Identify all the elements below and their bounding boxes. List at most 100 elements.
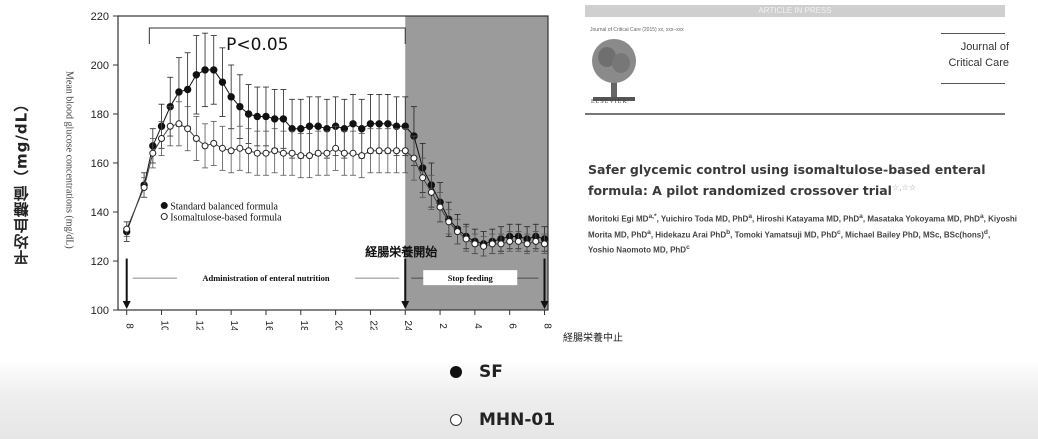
significance-label: P<0.05 bbox=[226, 35, 288, 55]
x-tick-label: 14 bbox=[228, 320, 239, 330]
data-point-isomaltulose bbox=[297, 152, 305, 160]
data-point-isomaltulose bbox=[279, 149, 287, 157]
data-point-isomaltulose bbox=[218, 144, 226, 152]
author-sup: a,* bbox=[648, 213, 657, 220]
paper-title: Safer glycemic control using isomaltulos… bbox=[588, 161, 1018, 200]
data-point-isomaltulose bbox=[384, 147, 392, 155]
data-point-standard bbox=[375, 120, 383, 128]
data-point-standard bbox=[236, 102, 244, 111]
data-point-standard bbox=[366, 120, 375, 128]
author-sup: a bbox=[859, 213, 863, 220]
paper-rule bbox=[585, 113, 1005, 115]
phase-arrow-head bbox=[540, 301, 549, 309]
journal-rule-bottom bbox=[941, 83, 1005, 84]
author-text: , Tomoki Yamatsuji MD, PhD bbox=[730, 230, 838, 240]
data-point-isomaltulose bbox=[436, 203, 444, 211]
y-tick-label: 140 bbox=[91, 207, 109, 219]
data-point-isomaltulose bbox=[410, 154, 418, 162]
x-tick-label: 18 bbox=[298, 320, 309, 330]
data-point-isomaltulose bbox=[166, 122, 174, 130]
paper-thumbnail: ARTICLE IN PRESS Journal of Critical Car… bbox=[585, 5, 1025, 280]
x-tick-label: 12 bbox=[193, 320, 204, 330]
phase-label-admin: Administration of enteral nutrition bbox=[202, 273, 330, 283]
data-point-isomaltulose bbox=[453, 228, 461, 236]
x-tick-label: 16 bbox=[263, 320, 274, 330]
data-point-standard bbox=[192, 71, 201, 79]
data-point-isomaltulose bbox=[506, 237, 514, 245]
author-sup: a bbox=[748, 213, 753, 220]
paper-title-marks: ☆,☆☆ bbox=[891, 183, 917, 192]
data-point-standard bbox=[175, 88, 183, 96]
author-text: , Michael Bailey PhD, MSc, BSc(hons) bbox=[840, 230, 984, 240]
x-tick-label: 6 bbox=[507, 323, 518, 329]
data-point-standard bbox=[210, 66, 218, 74]
data-point-isomaltulose bbox=[140, 184, 148, 191]
significance-bracket bbox=[148, 27, 406, 44]
data-point-isomaltulose bbox=[541, 240, 549, 248]
legend-sf: SF bbox=[450, 362, 503, 382]
legend-mhn-label: MHN-01 bbox=[479, 410, 556, 430]
publisher-name: ELSEVIER bbox=[591, 99, 628, 105]
stop-feeding-region bbox=[405, 16, 548, 310]
legend-marker-isomaltulose bbox=[160, 213, 168, 221]
data-point-isomaltulose bbox=[488, 240, 496, 248]
open-circle-icon bbox=[450, 414, 462, 426]
data-point-standard bbox=[314, 122, 322, 130]
data-point-isomaltulose bbox=[419, 174, 427, 182]
x-axis-annotation-japanese: 経腸栄養中止 bbox=[563, 333, 623, 344]
author-sup: c bbox=[837, 228, 841, 236]
data-point-isomaltulose bbox=[480, 242, 488, 250]
phase-label-stop: Stop feeding bbox=[448, 273, 494, 283]
y-tick-label: 160 bbox=[91, 158, 109, 170]
author-text: , Kiyoshi Morita MD, PhD bbox=[588, 214, 1018, 240]
data-point-isomaltulose bbox=[227, 147, 235, 155]
x-tick-label: 8 bbox=[124, 323, 135, 329]
journal-rule-top bbox=[941, 33, 1005, 34]
data-point-isomaltulose bbox=[271, 147, 279, 155]
data-point-isomaltulose bbox=[323, 149, 331, 157]
author-text: , Yuichiro Toda MD, PhD bbox=[656, 214, 749, 224]
author-text: , Yoshio Naomoto MD, PhD bbox=[588, 230, 991, 255]
paper-title-text: Safer glycemic control using isomaltulos… bbox=[588, 162, 986, 199]
data-point-isomaltulose bbox=[201, 142, 209, 150]
y-tick-label: 120 bbox=[91, 256, 109, 268]
y-tick-label: 220 bbox=[91, 11, 109, 23]
data-point-isomaltulose bbox=[210, 139, 218, 147]
data-point-standard bbox=[349, 120, 357, 128]
paper-authors: Moritoki Egi MDa,*, Yuichiro Toda MD, Ph… bbox=[588, 210, 1018, 257]
phase-arrow-head bbox=[122, 301, 131, 309]
legend-text-standard: Standard balanced formula bbox=[170, 202, 278, 213]
data-point-isomaltulose bbox=[305, 152, 313, 160]
legend-text-isomaltulose: Isomaltulose-based formula bbox=[170, 213, 282, 224]
author-text: , Hidekazu Arai PhD bbox=[650, 230, 727, 240]
y-tick-label: 100 bbox=[91, 305, 109, 317]
paper-header-bar: ARTICLE IN PRESS bbox=[585, 5, 1005, 17]
author-sup: b bbox=[726, 228, 731, 236]
data-point-standard bbox=[279, 115, 288, 123]
y-axis-label-english: Mean blood glucose concentrations (mg/dL… bbox=[63, 71, 75, 249]
data-point-isomaltulose bbox=[401, 147, 409, 155]
data-point-standard bbox=[262, 112, 270, 121]
data-point-standard bbox=[201, 66, 209, 74]
data-point-standard bbox=[227, 93, 235, 101]
data-point-isomaltulose bbox=[253, 149, 261, 157]
data-point-isomaltulose bbox=[497, 240, 505, 248]
data-point-isomaltulose bbox=[314, 149, 322, 157]
elsevier-tree-logo bbox=[592, 39, 636, 101]
x-tick-label: 8 bbox=[542, 323, 553, 329]
data-point-isomaltulose bbox=[236, 144, 244, 152]
data-point-isomaltulose bbox=[523, 240, 531, 248]
author-sup: a bbox=[647, 228, 651, 236]
x-tick-label: 20 bbox=[333, 320, 344, 330]
x-tick-label: 24 bbox=[402, 320, 413, 330]
data-point-isomaltulose bbox=[245, 147, 253, 155]
journal-name: Journal of Critical Care bbox=[937, 39, 1009, 71]
data-point-isomaltulose bbox=[393, 147, 401, 155]
author-sup: d bbox=[983, 228, 988, 236]
data-point-standard bbox=[358, 125, 366, 133]
x-tick-label: 10 bbox=[159, 320, 170, 330]
data-point-isomaltulose bbox=[349, 149, 357, 157]
author-text: Moritoki Egi MD bbox=[588, 214, 649, 224]
data-point-isomaltulose bbox=[462, 235, 470, 243]
data-point-isomaltulose bbox=[262, 149, 270, 157]
